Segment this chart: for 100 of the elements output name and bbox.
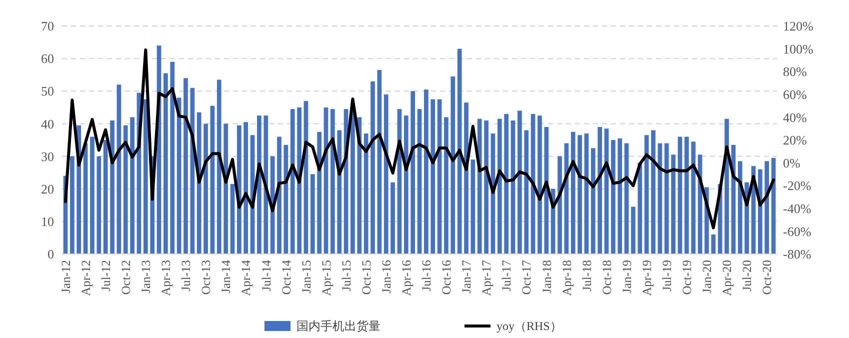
- bar: [317, 132, 322, 254]
- x-tick-label: Apr-16: [400, 260, 414, 296]
- bar: [170, 62, 175, 254]
- bar: [297, 107, 302, 254]
- bar: [277, 136, 282, 254]
- x-tick-label: Jan-15: [299, 260, 314, 294]
- x-tick-label: Apr-13: [159, 260, 174, 296]
- y-tick-label: 10: [41, 214, 54, 229]
- bar: [450, 76, 456, 254]
- bar: [598, 126, 602, 254]
- y2-tick-label: 20%: [783, 132, 807, 148]
- bar: [404, 116, 408, 254]
- bar: [96, 156, 102, 254]
- legend-label: yoy（RHS）: [496, 319, 562, 334]
- bar: [618, 138, 622, 254]
- bar: [310, 174, 315, 254]
- y2-tick-label: -60%: [783, 224, 812, 239]
- bar: [477, 118, 482, 254]
- y2-tick-label: 100%: [783, 41, 814, 56]
- bar: [244, 122, 248, 254]
- x-tick-label: Apr-20: [720, 260, 734, 296]
- x-tick-label: Jul-19: [660, 260, 674, 292]
- bar: [224, 124, 228, 254]
- bar: [284, 144, 288, 254]
- bar: [370, 81, 375, 254]
- bar: [590, 148, 596, 254]
- bar: [611, 140, 616, 254]
- bar: [337, 130, 342, 254]
- x-tick-label: Oct-16: [440, 260, 454, 295]
- y2-tick-label: 0%: [783, 155, 800, 170]
- bar: [518, 110, 522, 254]
- bar: [130, 117, 134, 254]
- x-tick-label: Jul-13: [179, 260, 194, 292]
- bar: [711, 234, 716, 254]
- x-tick-label: Jul-14: [259, 259, 274, 292]
- bar: [264, 116, 268, 254]
- bar: [538, 116, 542, 254]
- x-tick-label: Jan-14: [219, 259, 234, 294]
- x-tick-label: Oct-12: [118, 260, 133, 295]
- x-tick-label: Jan-19: [620, 260, 634, 294]
- bar: [164, 73, 168, 254]
- x-tick-label: Jul-18: [580, 260, 594, 292]
- y-tick-label: 30: [41, 148, 54, 164]
- y2-tick-label: 120%: [783, 18, 814, 34]
- bar: [638, 162, 642, 254]
- bar: [424, 90, 428, 254]
- bar: [184, 78, 188, 254]
- x-tick-label: Jan-17: [460, 260, 474, 294]
- bar: [764, 161, 769, 254]
- bar: [110, 120, 114, 254]
- bar: [204, 124, 208, 254]
- y2-tick-label: 60%: [783, 86, 807, 102]
- bar: [103, 140, 108, 254]
- bar: [570, 132, 576, 254]
- bar: [558, 156, 562, 254]
- y-tick-label: 70: [41, 18, 54, 34]
- bar: [484, 120, 488, 254]
- bar: [684, 136, 689, 254]
- bar: [390, 182, 395, 254]
- bar: [544, 126, 549, 254]
- bar: [524, 130, 529, 254]
- x-tick-label: Jul-17: [500, 260, 514, 292]
- x-tick-label: Apr-17: [480, 260, 494, 296]
- bar: [464, 102, 468, 254]
- bar: [410, 91, 415, 254]
- legend-label: 国内手机出货量: [296, 319, 380, 334]
- bar: [430, 99, 436, 254]
- bar: [190, 88, 195, 254]
- bar: [691, 142, 696, 254]
- bar: [417, 109, 422, 254]
- bar: [90, 136, 94, 254]
- x-tick-label: Apr-12: [78, 260, 93, 296]
- bar: [70, 156, 74, 254]
- bar: [470, 160, 476, 254]
- bar: [357, 117, 362, 254]
- line-series: [64, 48, 775, 230]
- y-tick-label: 60: [41, 51, 54, 66]
- bar: [651, 130, 656, 254]
- y2-tick-label: -20%: [783, 178, 812, 194]
- x-tick-label: Jan-18: [540, 260, 554, 294]
- x-tick-label: Jul-20: [740, 260, 754, 292]
- y-tick-label: 50: [41, 84, 54, 99]
- y2-tick-label: 40%: [783, 110, 807, 125]
- y2-tick-label: -40%: [783, 200, 812, 216]
- bar: [731, 144, 736, 254]
- x-tick-label: Jul-12: [98, 260, 113, 292]
- bar: [384, 94, 388, 254]
- bar: [678, 136, 682, 254]
- x-tick-label: Oct-19: [680, 260, 694, 295]
- x-tick-label: Jul-15: [339, 260, 354, 292]
- x-tick-label: Oct-15: [359, 260, 374, 295]
- x-tick-label: Apr-19: [640, 260, 654, 296]
- bar: [664, 143, 669, 254]
- x-tick-label: Oct-20: [760, 260, 774, 295]
- x-tick-label: Oct-14: [279, 259, 294, 295]
- x-tick-label: Apr-18: [560, 260, 574, 296]
- x-tick-label: Jan-12: [58, 260, 73, 294]
- bar: [631, 206, 636, 254]
- y2-tick-label: 80%: [783, 64, 807, 80]
- bar: [216, 80, 222, 254]
